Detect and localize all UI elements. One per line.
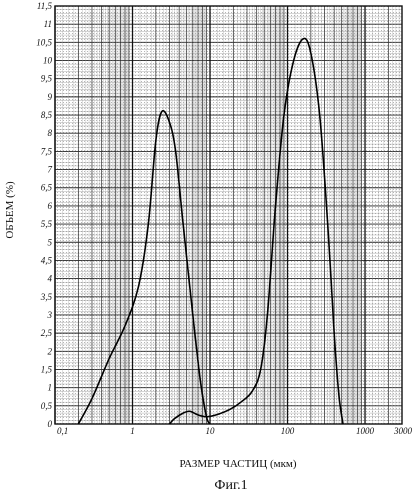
y-tick-label: 6,5: [41, 183, 53, 193]
y-tick-label: 11: [44, 19, 52, 29]
y-tick-label: 0,5: [41, 401, 53, 411]
y-tick-label: 4,5: [41, 255, 53, 265]
y-tick-label: 8,5: [41, 110, 53, 120]
y-tick-label: 5,5: [41, 219, 53, 229]
y-tick-label: 4: [48, 274, 53, 284]
figure-caption: Фиг.1: [214, 478, 247, 493]
y-tick-label: 9: [48, 92, 53, 102]
plot-background: [55, 6, 402, 424]
y-axis-label: ОБЪЕМ (%): [4, 181, 16, 239]
y-tick-label: 10,5: [36, 37, 52, 47]
y-tick-label: 0: [48, 419, 53, 429]
y-tick-label: 1,5: [41, 364, 53, 374]
x-axis-label: РАЗМЕР ЧАСТИЦ (мкм): [179, 458, 296, 470]
y-tick-label: 2,5: [41, 328, 53, 338]
y-tick-label: 10: [43, 56, 53, 66]
y-tick-label: 7: [48, 165, 53, 175]
x-tick-label: 3000: [393, 426, 413, 436]
x-tick-label: 1: [130, 426, 135, 436]
y-tick-label: 1: [48, 383, 53, 393]
y-tick-label: 6: [48, 201, 53, 211]
y-tick-label: 3,5: [40, 292, 53, 302]
y-tick-label: 7,5: [41, 146, 53, 156]
x-tick-label: 0,1: [57, 426, 68, 436]
y-tick-label: 9,5: [41, 74, 53, 84]
x-tick-label: 100: [281, 426, 295, 436]
y-tick-label: 8: [48, 128, 53, 138]
y-tick-label: 3: [47, 310, 53, 320]
x-tick-label: 1000: [356, 426, 375, 436]
y-tick-label: 5: [48, 237, 53, 247]
y-tick-label: 2: [48, 346, 53, 356]
x-tick-label: 10: [206, 426, 216, 436]
y-tick-label: 11,5: [37, 1, 53, 11]
